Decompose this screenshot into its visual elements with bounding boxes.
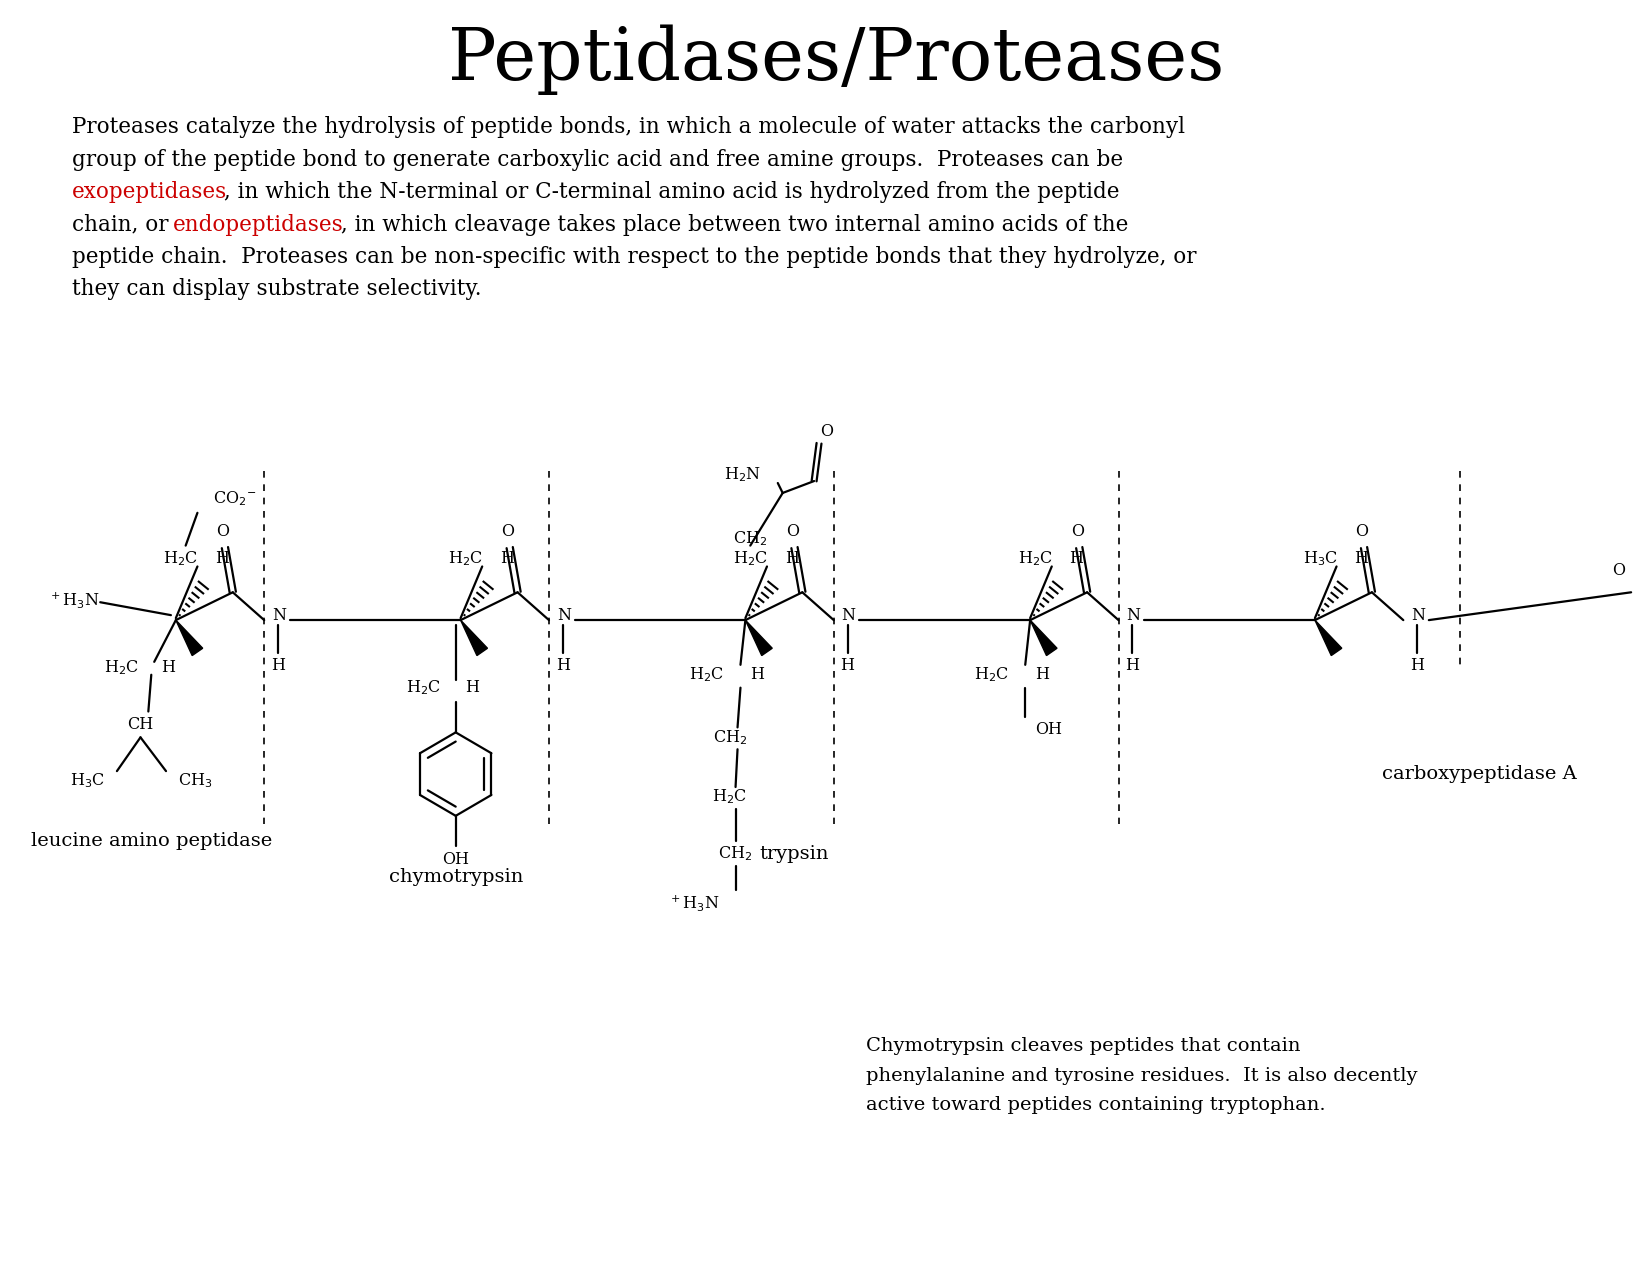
Text: N: N (1412, 607, 1425, 623)
Text: H: H (556, 658, 570, 674)
Text: they can display substrate selectivity.: they can display substrate selectivity. (71, 278, 480, 301)
Text: O: O (821, 423, 834, 440)
Text: CH: CH (127, 717, 154, 733)
Text: O: O (786, 523, 799, 541)
Text: H: H (784, 550, 799, 567)
Text: H$_2$C: H$_2$C (447, 550, 484, 567)
Polygon shape (461, 620, 487, 655)
Text: O: O (216, 523, 229, 541)
Text: H: H (271, 658, 286, 674)
Text: H: H (1410, 658, 1425, 674)
Text: trypsin: trypsin (759, 844, 829, 863)
Text: H: H (1070, 550, 1083, 567)
Text: H$_3$C: H$_3$C (71, 771, 106, 790)
Text: H: H (466, 680, 479, 696)
Text: N: N (556, 607, 571, 623)
Text: H: H (840, 658, 855, 674)
Text: Proteases catalyze the hydrolysis of peptide bonds, in which a molecule of water: Proteases catalyze the hydrolysis of pep… (71, 116, 1185, 139)
Text: H: H (215, 550, 229, 567)
Polygon shape (1030, 620, 1057, 655)
Text: $^+$H$_3$N: $^+$H$_3$N (48, 590, 99, 611)
Text: H$_2$C: H$_2$C (163, 550, 198, 567)
Text: peptide chain.  Proteases can be non-specific with respect to the peptide bonds : peptide chain. Proteases can be non-spec… (71, 246, 1197, 268)
Text: N: N (1126, 607, 1141, 623)
Text: O: O (1071, 523, 1083, 541)
Text: chain, or: chain, or (71, 214, 175, 236)
Text: CH$_2$: CH$_2$ (733, 529, 768, 548)
Polygon shape (745, 620, 773, 655)
Text: $^+$H$_3$N: $^+$H$_3$N (669, 894, 720, 913)
Text: endopeptidases: endopeptidases (173, 214, 343, 236)
Text: CH$_3$: CH$_3$ (178, 771, 213, 790)
Text: CH$_2$: CH$_2$ (713, 728, 748, 747)
Text: H$_2$C: H$_2$C (104, 658, 139, 677)
Text: O: O (1611, 562, 1625, 579)
Text: H$_2$C: H$_2$C (688, 666, 723, 685)
Text: , in which the N-terminal or C-terminal amino acid is hydrolyzed from the peptid: , in which the N-terminal or C-terminal … (225, 181, 1119, 203)
Text: H$_2$N: H$_2$N (725, 465, 761, 484)
Text: N: N (842, 607, 855, 623)
Text: H: H (1354, 550, 1369, 567)
Text: H$_2$C: H$_2$C (733, 550, 768, 567)
Text: H$_2$C: H$_2$C (1017, 550, 1053, 567)
Text: O: O (1355, 523, 1369, 541)
Text: OH: OH (1035, 720, 1062, 738)
Text: N: N (272, 607, 286, 623)
Polygon shape (1314, 620, 1342, 655)
Text: H: H (750, 667, 764, 683)
Polygon shape (177, 620, 203, 655)
Text: H$_3$C: H$_3$C (1303, 550, 1337, 567)
Text: H: H (1126, 658, 1139, 674)
Text: H: H (500, 550, 513, 567)
Text: H$_2$C: H$_2$C (974, 666, 1009, 685)
Text: H$_2$C: H$_2$C (712, 788, 748, 806)
Text: H$_2$C: H$_2$C (406, 678, 441, 697)
Text: carboxypeptidase A: carboxypeptidase A (1382, 765, 1577, 783)
Text: H: H (1035, 667, 1048, 683)
Text: phenylalanine and tyrosine residues.  It is also decently: phenylalanine and tyrosine residues. It … (867, 1067, 1418, 1085)
Text: OH: OH (442, 850, 469, 868)
Text: , in which cleavage takes place between two internal amino acids of the: , in which cleavage takes place between … (340, 214, 1128, 236)
Text: Peptidases/Proteases: Peptidases/Proteases (447, 24, 1225, 94)
Text: leucine amino peptidase: leucine amino peptidase (31, 831, 272, 849)
Text: H: H (162, 659, 175, 676)
Text: Chymotrypsin cleaves peptides that contain: Chymotrypsin cleaves peptides that conta… (867, 1038, 1301, 1056)
Text: exopeptidases: exopeptidases (71, 181, 226, 203)
Text: CO$_2$$^{-}$: CO$_2$$^{-}$ (213, 490, 256, 509)
Text: CH$_2$: CH$_2$ (718, 844, 753, 863)
Text: chymotrypsin: chymotrypsin (388, 868, 523, 886)
Text: active toward peptides containing tryptophan.: active toward peptides containing trypto… (867, 1096, 1326, 1114)
Text: O: O (502, 523, 513, 541)
Text: group of the peptide bond to generate carboxylic acid and free amine groups.  Pr: group of the peptide bond to generate ca… (71, 149, 1123, 171)
